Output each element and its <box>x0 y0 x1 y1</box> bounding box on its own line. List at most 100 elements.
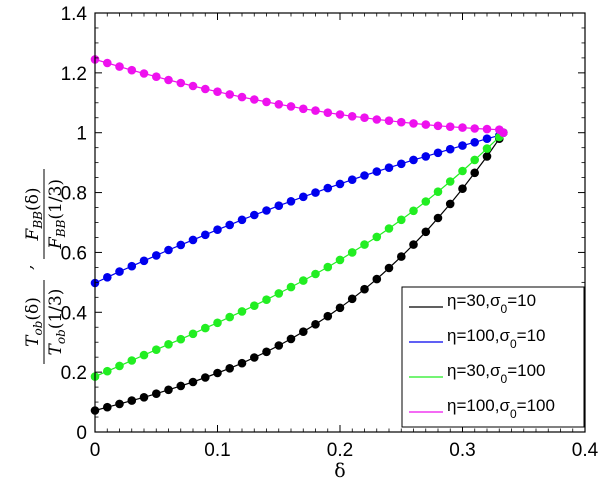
svg-text:Tob(1/3): Tob(1/3) <box>46 289 68 356</box>
data-point <box>225 90 234 99</box>
y-tick-label: 1.2 <box>61 64 87 85</box>
data-point <box>372 115 382 124</box>
data-point <box>433 187 443 196</box>
data-point <box>274 100 284 109</box>
data-point <box>311 320 320 329</box>
x-tick-label: 0.1 <box>204 440 230 461</box>
series-line <box>94 132 504 284</box>
data-point <box>445 199 455 209</box>
y-label-fraction-fbb: FBB(δ) FBB(1/3) <box>23 169 68 259</box>
data-point <box>470 155 480 165</box>
legend-label: η=30,σ0=10 <box>447 291 536 316</box>
data-point <box>201 230 210 240</box>
data-point <box>299 327 308 337</box>
data-point <box>335 303 345 313</box>
x-tick-labels: 0 0.1 0.2 0.3 0.4 <box>90 440 599 461</box>
data-point <box>188 235 198 245</box>
data-point <box>397 159 406 169</box>
legend-entry: η=30,σ0=100 <box>409 361 546 386</box>
x-tick-label: 0.4 <box>572 440 599 461</box>
series-line <box>94 58 504 134</box>
data-point <box>347 112 357 121</box>
data-point <box>237 358 247 368</box>
data-point <box>176 381 186 391</box>
data-point <box>445 122 455 131</box>
data-point <box>250 353 259 362</box>
data-point <box>201 373 210 382</box>
data-point <box>458 123 467 132</box>
y-tick-label: 0.2 <box>61 363 87 384</box>
data-point <box>286 282 296 292</box>
data-point <box>372 167 382 176</box>
data-point <box>482 124 492 134</box>
data-point <box>311 269 320 279</box>
data-point <box>299 192 308 202</box>
data-point <box>409 119 418 128</box>
data-point <box>470 138 480 147</box>
data-point <box>115 267 124 276</box>
legend: η=30,σ0=10 η=100,σ0=10 η=30,σ0=100 η=100,σ0… <box>401 286 585 428</box>
data-point <box>421 197 431 206</box>
data-point <box>152 251 161 260</box>
data-point <box>274 201 284 210</box>
x-tick-label: 0.2 <box>327 440 353 461</box>
data-point <box>323 311 333 321</box>
data-point <box>139 256 149 266</box>
data-point <box>115 399 124 409</box>
data-point <box>397 252 406 261</box>
data-point <box>274 341 284 350</box>
data-point <box>127 356 137 365</box>
series-0 <box>90 128 508 415</box>
data-point <box>274 289 284 298</box>
data-point <box>360 284 369 294</box>
data-point <box>384 263 394 273</box>
data-point <box>188 377 198 387</box>
data-point <box>323 183 333 193</box>
data-point <box>250 301 259 311</box>
data-point <box>127 396 137 405</box>
data-point <box>164 340 173 349</box>
data-point <box>445 144 455 154</box>
data-point <box>458 166 467 176</box>
data-point <box>237 92 247 102</box>
data-point <box>262 206 271 215</box>
data-point <box>433 213 443 223</box>
data-point <box>372 274 382 284</box>
legend-label: η=100,σ0=100 <box>447 396 555 421</box>
series-1 <box>90 128 508 288</box>
svg-text:FBB(δ): FBB(δ) <box>23 188 45 242</box>
data-point <box>201 84 210 94</box>
data-point <box>323 108 333 117</box>
data-point <box>250 210 259 220</box>
data-point <box>409 240 418 249</box>
data-point <box>499 128 508 137</box>
axis-ticks <box>94 12 586 433</box>
data-point <box>176 78 186 88</box>
data-point <box>164 385 173 395</box>
data-point <box>323 262 333 272</box>
data-point <box>311 106 320 115</box>
data-point <box>397 117 406 127</box>
data-point <box>384 116 394 125</box>
data-point <box>347 294 357 304</box>
data-point <box>384 163 394 172</box>
y-axis-label: Tob(δ) Tob(1/3) , FBB(δ) FBB(1/3) <box>17 169 68 364</box>
data-point <box>482 152 492 161</box>
legend-label: η=100,σ0=10 <box>447 326 546 351</box>
data-point <box>103 273 112 282</box>
x-tick-label: 0 <box>90 440 101 461</box>
data-point <box>433 121 443 131</box>
series-3 <box>90 55 508 137</box>
legend-entry: η=30,σ0=10 <box>409 291 536 316</box>
data-point <box>421 152 431 161</box>
data-point <box>299 104 308 114</box>
data-point <box>482 144 492 153</box>
data-point <box>213 318 222 328</box>
data-point <box>176 334 186 344</box>
data-point <box>470 124 480 133</box>
data-point <box>188 329 198 339</box>
data-point <box>164 245 173 255</box>
data-point <box>213 225 222 234</box>
data-point <box>421 227 431 237</box>
data-point <box>213 87 222 96</box>
